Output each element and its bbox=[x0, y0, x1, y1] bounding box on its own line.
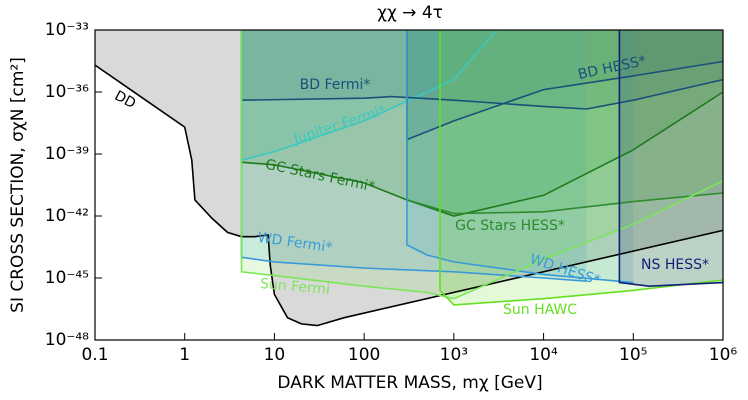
y-tick-label: 10⁻⁴⁸ bbox=[45, 330, 89, 350]
x-tick-label: 10⁵ bbox=[619, 345, 647, 365]
y-tick-label: 10⁻³³ bbox=[45, 20, 89, 40]
series-label: Sun Fermi bbox=[259, 276, 330, 298]
curve bbox=[240, 30, 724, 110]
region bbox=[241, 30, 723, 299]
y-tick-label: 10⁻³⁶ bbox=[45, 82, 89, 102]
series-label: GC Stars HESS* bbox=[455, 218, 565, 234]
x-tick-label: 10⁴ bbox=[529, 345, 558, 365]
y-axis-label: SI CROSS SECTION, σχN [cm²] bbox=[8, 57, 28, 313]
series-label: Sun HAWC bbox=[503, 302, 577, 318]
region bbox=[241, 30, 723, 109]
region bbox=[440, 30, 723, 305]
x-tick-label: 0.1 bbox=[81, 345, 108, 365]
x-tick-label: 10³ bbox=[440, 345, 468, 365]
curve bbox=[618, 30, 724, 288]
region bbox=[406, 30, 723, 214]
x-tick-label: 1 bbox=[179, 345, 190, 365]
chart-title: χχ → 4τ bbox=[377, 3, 443, 23]
region bbox=[241, 30, 497, 161]
region bbox=[95, 30, 723, 326]
x-tick-label: 100 bbox=[348, 345, 380, 365]
region bbox=[406, 30, 723, 140]
region bbox=[619, 30, 723, 287]
y-tick-label: 10⁻⁴² bbox=[45, 206, 89, 226]
x-tick-label: 10⁶ bbox=[709, 345, 738, 365]
region bbox=[241, 30, 587, 282]
region bbox=[406, 30, 634, 283]
region bbox=[241, 30, 723, 216]
x-axis-label: DARK MATTER MASS, mχ [GeV] bbox=[277, 373, 542, 393]
x-tick-label: 10 bbox=[264, 345, 286, 365]
y-tick-label: 10⁻³⁹ bbox=[45, 144, 89, 164]
curve bbox=[240, 30, 724, 300]
series-label: BD Fermi* bbox=[300, 77, 371, 93]
series-label: NS HESS* bbox=[641, 257, 709, 273]
plot-frame bbox=[94, 29, 724, 341]
curve bbox=[439, 30, 724, 306]
y-tick-label: 10⁻⁴⁵ bbox=[45, 268, 89, 288]
curve bbox=[94, 64, 724, 327]
